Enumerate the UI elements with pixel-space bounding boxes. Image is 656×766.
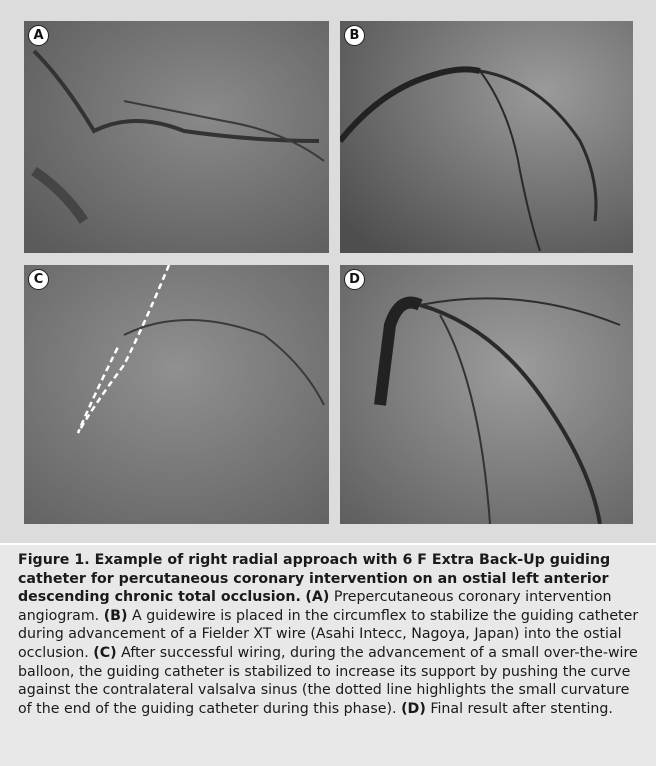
panel-d: D — [340, 265, 633, 524]
caption-panel-ref: (A) — [305, 589, 330, 606]
panel-label: B — [344, 25, 365, 46]
caption-panel-ref: (D) — [401, 700, 426, 717]
panel-label: C — [28, 269, 49, 290]
panel-label: A — [28, 25, 49, 46]
angiogram — [340, 21, 633, 253]
caption: Figure 1. Example of right radial approa… — [0, 545, 656, 766]
panel-label: D — [344, 269, 365, 290]
caption-text: Final result after stenting. — [430, 700, 613, 717]
panel-b: B — [340, 21, 633, 253]
panel-c: C — [24, 265, 329, 524]
caption-text: A guidewire is placed in the circumflex … — [18, 607, 639, 661]
panel-a: A — [24, 21, 329, 253]
figure: A B C D — [0, 0, 656, 543]
caption-panel-ref: (C) — [93, 644, 117, 661]
angiogram — [24, 265, 329, 524]
angiogram — [340, 265, 633, 524]
caption-panel-ref: (B) — [103, 607, 128, 624]
caption-text: After successful wiring, during the adva… — [18, 644, 638, 717]
caption-text: Prepercutaneous coronary intervention an… — [18, 589, 612, 624]
angiogram — [24, 21, 329, 253]
caption-title: Figure 1. Example of right radial approa… — [18, 552, 611, 606]
caption-items: (A) Prepercutaneous coronary interventio… — [18, 589, 638, 717]
